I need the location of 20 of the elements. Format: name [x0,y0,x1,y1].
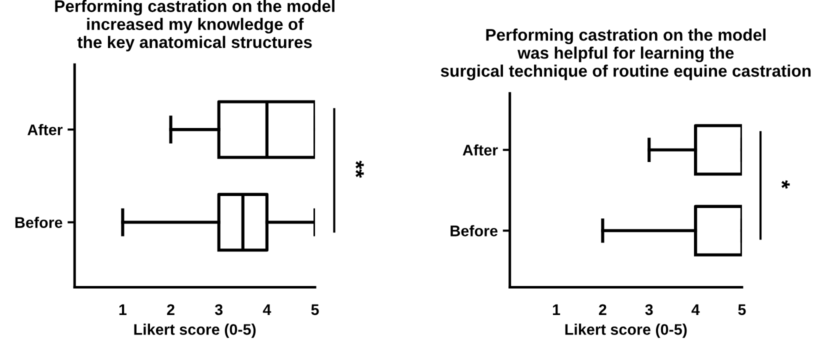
text: * [781,180,790,189]
y-tick-label: Before [15,216,62,228]
chart-title: Performing castration on the model was helpful for learning the surgical technique of routine equine castration [440,28,811,80]
chart-title: Performing castration on the model increased my knowledge of the key anatomical structures [55,0,334,52]
x-tick-label: 1 [119,304,127,315]
x-tick-label: 4 [692,304,700,315]
y-tick-label: Before [450,225,498,236]
x-tick-label: 3 [214,304,223,316]
y-tick-label: After [28,124,63,136]
x-tick-label: 5 [311,304,319,316]
x-axis-title: Likert score (0-5) [134,324,256,338]
x-tick-label: 3 [645,304,653,316]
x-tick-label: 2 [598,304,606,315]
x-tick-label: 5 [738,304,746,316]
x-tick-label: 2 [167,304,174,315]
y-tick-label: After [462,144,498,156]
x-tick-label: 1 [552,304,560,315]
x-axis-title: Likert score (0-5) [565,324,687,338]
x-tick-label: 4 [262,304,272,315]
text: ** [356,160,364,178]
